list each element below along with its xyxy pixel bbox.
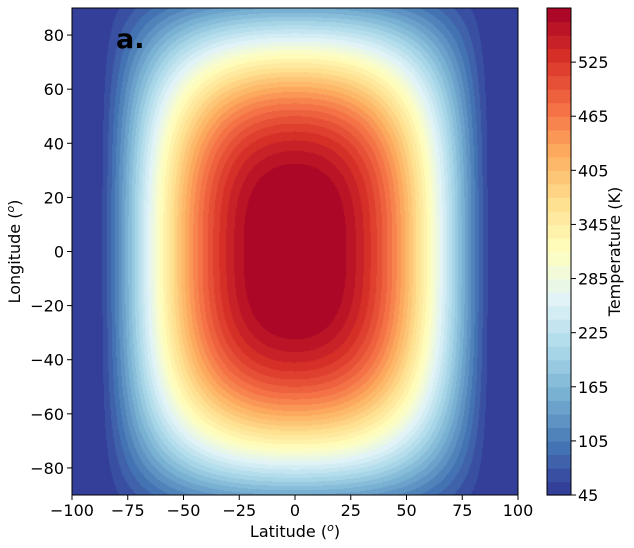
colorbar-tick-label: 45 — [578, 486, 598, 505]
colorbar-tick-label: 225 — [578, 324, 609, 343]
colorbar-level — [547, 251, 571, 266]
colorbar-level — [547, 8, 571, 23]
colorbar-level — [547, 170, 571, 185]
colorbar-level — [547, 48, 571, 63]
colorbar-level — [547, 454, 571, 469]
colorbar-level — [547, 400, 571, 415]
colorbar-level — [547, 359, 571, 374]
colorbar-level — [547, 35, 571, 50]
colorbar-axis: 45 105 165 225 285 345 405 465 525 — [571, 53, 609, 505]
y-tick-label: −80 — [30, 459, 64, 478]
x-tick-label: 75 — [452, 501, 472, 520]
x-tick-label: 50 — [396, 501, 416, 520]
colorbar-level — [547, 319, 571, 334]
colorbar-label: Temperature (K) — [605, 187, 624, 317]
colorbar-level — [547, 197, 571, 212]
colorbar-level — [547, 332, 571, 347]
colorbar-level — [547, 143, 571, 158]
colorbar-level — [547, 116, 571, 131]
colorbar-level — [547, 386, 571, 401]
colorbar-tick-label: 405 — [578, 161, 609, 180]
colorbar-tick-label: 105 — [578, 432, 609, 451]
colorbar-tick-label: 165 — [578, 378, 609, 397]
colorbar-tick-label: 345 — [578, 215, 609, 234]
y-tick-label: 80 — [44, 26, 64, 45]
colorbar-level — [547, 210, 571, 226]
colorbar-level — [547, 467, 571, 483]
colorbar-level — [547, 265, 571, 280]
y-tick-label: 0 — [54, 243, 64, 262]
x-tick-label: −50 — [167, 501, 201, 520]
y-axis: −80 −60 −40 −20 0 20 40 60 80 — [30, 26, 72, 478]
colorbar-level — [547, 481, 571, 496]
x-tick-label: 100 — [503, 501, 534, 520]
colorbar-frame — [546, 7, 572, 496]
y-tick-label: 60 — [44, 80, 64, 99]
colorbar-level — [547, 183, 571, 198]
y-tick-label: −40 — [30, 351, 64, 370]
colorbar — [547, 8, 571, 496]
x-tick-label: 0 — [290, 501, 300, 520]
y-tick-label: 20 — [44, 188, 64, 207]
colorbar-level — [547, 278, 571, 293]
colorbar-level — [547, 237, 571, 253]
x-tick-label: −100 — [50, 501, 94, 520]
colorbar-level — [547, 156, 571, 171]
colorbar-level — [547, 89, 571, 104]
colorbar-level — [547, 102, 571, 117]
colorbar-level — [547, 62, 571, 77]
panel-label: a. — [116, 24, 144, 55]
x-tick-label: 25 — [341, 501, 361, 520]
colorbar-tick-label: 285 — [578, 270, 609, 289]
x-axis-label: Latitude (o) — [250, 521, 340, 541]
x-axis-label-unit: o — [327, 521, 334, 534]
colorbar-level — [547, 224, 571, 239]
contour-plot-area — [72, 8, 518, 495]
colorbar-level — [547, 427, 571, 442]
y-tick-label: −20 — [30, 297, 64, 316]
contour-fill — [72, 8, 518, 495]
colorbar-level — [547, 129, 571, 144]
x-axis-label-text: Latitude — [250, 522, 316, 541]
y-tick-label: −60 — [30, 405, 64, 424]
colorbar-level — [547, 305, 571, 320]
x-tick-label: −75 — [111, 501, 145, 520]
colorbar-tick-label: 465 — [578, 107, 609, 126]
x-tick-label: −25 — [222, 501, 256, 520]
colorbar-level — [547, 21, 571, 36]
y-axis-label-text: Longitude — [5, 224, 24, 304]
colorbar-level — [547, 346, 571, 361]
colorbar-level — [547, 292, 571, 307]
y-axis-label-unit: o — [4, 206, 17, 213]
y-tick-label: 40 — [44, 134, 64, 153]
x-axis: −100 −75 −50 −25 0 25 50 75 100 — [50, 495, 533, 520]
y-axis-label: Longitude (o) — [4, 200, 24, 304]
colorbar-level — [547, 373, 571, 388]
colorbar-level — [547, 413, 571, 428]
colorbar-level — [547, 75, 571, 90]
colorbar-tick-label: 525 — [578, 53, 609, 72]
colorbar-level — [547, 440, 571, 456]
